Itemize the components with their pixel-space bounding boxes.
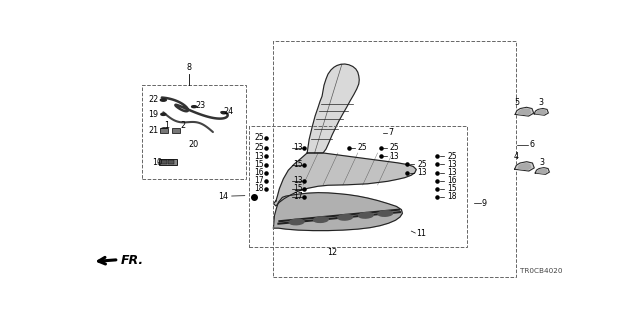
Text: 4: 4 <box>514 152 519 161</box>
Polygon shape <box>518 109 531 115</box>
Text: 16: 16 <box>447 176 457 185</box>
Polygon shape <box>273 153 416 206</box>
Text: 25: 25 <box>255 143 264 152</box>
Polygon shape <box>307 64 359 153</box>
Ellipse shape <box>338 215 353 220</box>
Text: 25: 25 <box>390 143 399 152</box>
Text: 7: 7 <box>388 128 394 137</box>
Polygon shape <box>534 108 548 115</box>
Bar <box>168 160 174 164</box>
Bar <box>142 85 246 179</box>
Ellipse shape <box>161 99 166 101</box>
Ellipse shape <box>161 113 166 116</box>
Text: 5: 5 <box>514 98 519 108</box>
Text: 13: 13 <box>293 143 303 152</box>
Text: 1: 1 <box>164 121 170 130</box>
Text: 13: 13 <box>255 152 264 161</box>
Ellipse shape <box>289 219 304 225</box>
Text: 15: 15 <box>293 184 303 193</box>
Text: 24: 24 <box>224 107 234 116</box>
Text: 11: 11 <box>416 228 426 237</box>
Ellipse shape <box>358 212 373 218</box>
Text: 17: 17 <box>293 192 303 201</box>
Polygon shape <box>515 107 534 116</box>
Text: 8: 8 <box>187 63 191 72</box>
Text: 25: 25 <box>417 160 427 169</box>
Bar <box>161 128 168 132</box>
Text: 18: 18 <box>447 192 456 201</box>
Polygon shape <box>538 169 547 173</box>
Text: 10: 10 <box>152 158 162 167</box>
Text: 16: 16 <box>255 168 264 177</box>
Text: 9: 9 <box>482 199 487 208</box>
Text: 13: 13 <box>293 176 303 185</box>
Text: 6: 6 <box>529 140 534 149</box>
Text: 2: 2 <box>180 121 186 130</box>
Text: 3: 3 <box>539 98 544 108</box>
Bar <box>273 41 516 277</box>
Polygon shape <box>518 164 531 170</box>
Text: 15: 15 <box>255 160 264 169</box>
Bar <box>159 159 177 164</box>
Text: 12: 12 <box>327 248 337 257</box>
Bar <box>161 160 167 164</box>
Text: 18: 18 <box>255 184 264 193</box>
Polygon shape <box>535 168 549 174</box>
Text: 21: 21 <box>148 126 159 135</box>
Polygon shape <box>515 162 534 171</box>
Polygon shape <box>273 193 403 231</box>
Text: TR0CB4020: TR0CB4020 <box>520 268 562 275</box>
Text: 20: 20 <box>188 140 198 149</box>
Text: 22: 22 <box>148 94 159 103</box>
Text: 23: 23 <box>195 101 205 110</box>
Ellipse shape <box>314 217 328 222</box>
Ellipse shape <box>378 211 393 216</box>
Text: 13: 13 <box>447 168 457 177</box>
Ellipse shape <box>221 112 226 114</box>
Ellipse shape <box>191 106 196 108</box>
Text: 17: 17 <box>255 176 264 185</box>
Text: 25: 25 <box>447 152 457 161</box>
Bar <box>249 126 467 247</box>
Bar <box>172 128 180 132</box>
Text: 3: 3 <box>540 157 545 166</box>
Text: 13: 13 <box>447 160 457 169</box>
Text: 25: 25 <box>358 143 367 152</box>
Polygon shape <box>537 110 546 114</box>
Text: 25: 25 <box>255 133 264 142</box>
Text: 19: 19 <box>148 110 159 119</box>
Ellipse shape <box>161 128 167 130</box>
Text: 13: 13 <box>390 152 399 161</box>
Text: 15: 15 <box>447 184 457 193</box>
Text: FR.: FR. <box>121 254 144 267</box>
Text: 14: 14 <box>218 192 228 201</box>
Text: 15: 15 <box>293 160 303 169</box>
Text: 13: 13 <box>417 168 427 177</box>
